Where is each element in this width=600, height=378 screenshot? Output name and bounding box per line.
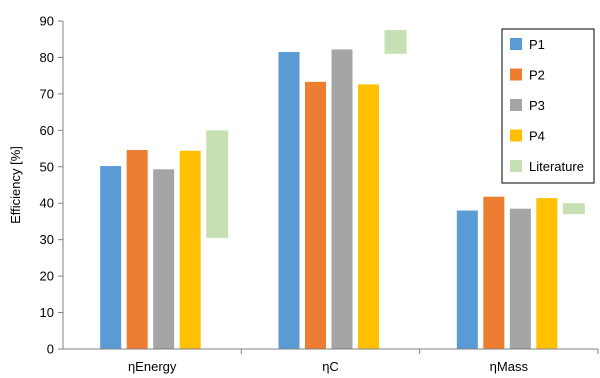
bar-p2-1: [126, 150, 148, 349]
y-tick-label: 80: [40, 50, 54, 65]
y-tick-label: 50: [40, 159, 54, 174]
bars-group: [100, 30, 585, 350]
literature-range-3: [562, 203, 585, 215]
y-tick-label: 0: [47, 342, 54, 357]
bar-p4-3: [536, 198, 558, 349]
bar-p4-1: [179, 150, 201, 349]
legend-swatch-p4: [510, 129, 522, 142]
y-tick-label: 40: [40, 196, 54, 211]
legend-label-p1: P1: [529, 37, 545, 52]
x-tick-label: ηMass: [490, 359, 529, 374]
x-tick-label: ηEnergy: [128, 359, 177, 374]
legend-label-p2: P2: [529, 68, 545, 83]
bar-p4-2: [358, 84, 379, 349]
legend-label-p4: P4: [529, 129, 545, 144]
x-tick-label: ηC: [322, 359, 339, 374]
bar-p2-2: [305, 81, 326, 350]
y-tick-label: 10: [40, 305, 54, 320]
bar-p3-3: [509, 208, 531, 349]
legend: P1 P2 P3 P4 Literature: [501, 28, 595, 184]
bar-p2-3: [483, 196, 505, 349]
bar-p3-2: [331, 49, 353, 349]
y-tick-label: 90: [40, 14, 54, 29]
y-axis-title: Efficiency [%]: [8, 146, 23, 224]
bar-p1-2: [278, 51, 300, 349]
literature-range-2: [384, 30, 407, 54]
bar-p1-3: [456, 210, 478, 349]
legend-swatch-p3: [510, 99, 522, 111]
legend-label-literature: Literature: [529, 159, 584, 174]
y-tick-label: 30: [40, 232, 54, 247]
legend-swatch-literature: [510, 160, 522, 172]
legend-swatch-p1: [510, 38, 522, 50]
legend-label-p3: P3: [529, 98, 545, 113]
legend-swatch-p2: [510, 68, 522, 81]
bar-p3-1: [153, 169, 175, 349]
y-tick-label: 20: [40, 269, 54, 284]
y-tick-label: 70: [40, 86, 54, 101]
axes-group: 0 10 20 30 40 50 60 70 80 90 ηEnergy ηC ηMass: [40, 14, 599, 374]
literature-range-1: [206, 130, 229, 238]
y-tick-label: 60: [40, 123, 54, 138]
bar-p1-1: [100, 166, 122, 349]
